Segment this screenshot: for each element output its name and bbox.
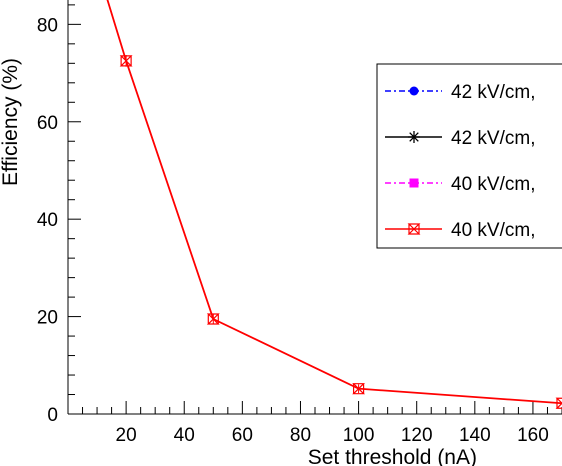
legend-entry: 42 kV/cm,: [385, 82, 535, 103]
legend-entry: 42 kV/cm,: [385, 128, 535, 149]
x-axis-title: Set threshold (nA): [308, 446, 477, 466]
x-tick-label: 60: [232, 425, 253, 446]
legend-label: 40 kV/cm,: [451, 174, 535, 195]
x-tick-label: 80: [290, 425, 311, 446]
legend-box: [376, 63, 562, 249]
legend-label: 42 kV/cm,: [451, 82, 535, 103]
y-tick-label: 40: [37, 210, 58, 231]
data-point: [555, 397, 562, 409]
legend-marker: [409, 178, 419, 188]
legend-label: 42 kV/cm,: [451, 128, 535, 149]
data-point: [206, 313, 220, 325]
y-tick-label: 20: [37, 308, 58, 329]
legend-marker: [408, 131, 420, 143]
data-point: [352, 383, 366, 395]
series-3: [106, 0, 562, 409]
x-tick-label: 120: [401, 425, 433, 446]
x-tick-label: 140: [459, 425, 491, 446]
legend-entry: 40 kV/cm,: [385, 174, 535, 195]
legend-entry: 40 kV/cm,: [385, 220, 535, 241]
series-layer: [106, 0, 562, 409]
legend-marker: [409, 86, 419, 96]
y-tick-label: 80: [37, 15, 58, 36]
legend-marker: [407, 223, 421, 235]
legend-label: 40 kV/cm,: [451, 220, 535, 241]
x-tick-label: 160: [517, 425, 549, 446]
x-axis-ticks: 20 40 60 80 100 120 140 160: [82, 401, 562, 446]
y-tick-label: 60: [37, 113, 58, 134]
y-tick-label: 0: [47, 405, 58, 426]
y-axis-ticks: 0 20 40 60 80: [37, 4, 81, 426]
y-axis-title: Efficiency (%): [0, 58, 22, 186]
x-tick-label: 40: [174, 425, 195, 446]
legend: 42 kV/cm, 42 kV/cm, 40 kV/cm, 40 kV/cm,: [376, 63, 562, 249]
data-point: [119, 55, 133, 67]
x-tick-label: 100: [343, 425, 375, 446]
x-tick-label: 20: [116, 425, 137, 446]
